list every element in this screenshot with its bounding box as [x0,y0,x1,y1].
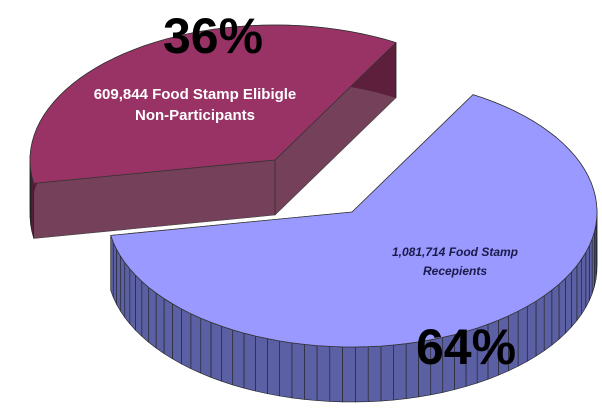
slice-side [135,274,143,337]
slice-side [124,262,131,325]
slice-side [129,268,136,331]
slice-side [172,303,182,365]
slice-side [565,271,572,334]
slice-side [221,326,234,386]
slice-side [112,242,117,305]
slice-side [267,338,280,397]
slice-side [367,345,382,403]
slice-side [558,277,566,340]
slice-side [190,313,202,374]
slice-side [200,317,212,378]
slice-side [591,231,595,295]
slice-side [181,308,192,370]
slice-side [120,255,126,318]
slice-side [31,176,35,239]
slice-side [535,295,545,357]
slice-side [585,245,590,308]
slice-side [517,306,528,367]
slice-side [291,342,305,400]
slice-side [110,235,114,298]
percent-label: 36% [162,8,264,64]
slice-side [243,332,256,392]
slice-side [141,281,150,343]
slice-side [355,346,369,403]
slice-side [571,265,578,328]
slice-side [255,335,268,395]
slice-side [279,340,293,399]
slice-side [551,283,560,346]
pie-slice [29,24,397,184]
slice-label: 1,081,714 Food Stamp Recepients [391,245,519,278]
slice-side [148,287,157,349]
slice-side [232,329,245,389]
slice-side [329,346,343,403]
slice-side [526,300,537,362]
slice-side [393,343,407,401]
slice-side [342,346,356,403]
slice-label: 609,844 Food Stamp Elibigle Non-Particip… [93,86,297,124]
slice-side [543,289,553,352]
slice-side [304,344,318,401]
percent-label: 64% [415,319,517,375]
slice-side [380,344,394,402]
slice-side [588,238,593,301]
slice-side [116,248,121,312]
slice-side [316,345,331,402]
slice-side [210,322,223,382]
slice-side [155,292,165,354]
slice-side [576,258,582,321]
slice-side [581,252,587,315]
pie-slice [110,94,598,348]
slice-side [163,298,173,360]
